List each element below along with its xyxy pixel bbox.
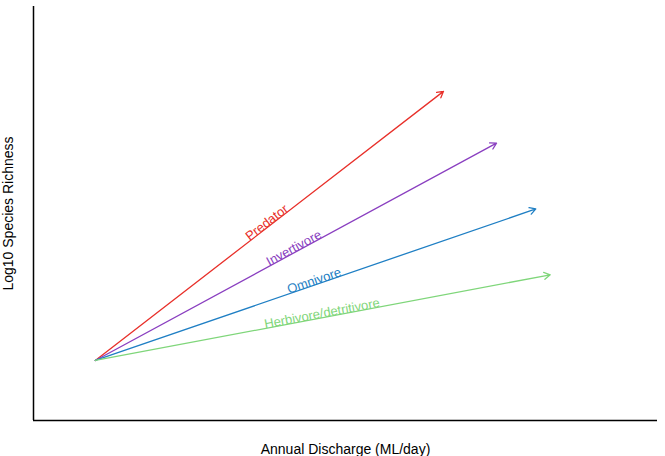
svg-text:Herbivore/detritivore: Herbivore/detritivore (263, 295, 381, 331)
svg-text:Log10 Species Richness: Log10 Species Richness (0, 136, 16, 290)
svg-text:Invertivore: Invertivore (263, 227, 324, 269)
svg-text:Annual Discharge (ML/day): Annual Discharge (ML/day) (261, 441, 431, 456)
svg-text:Omnivore: Omnivore (285, 264, 343, 297)
svg-text:Predator: Predator (242, 201, 291, 244)
